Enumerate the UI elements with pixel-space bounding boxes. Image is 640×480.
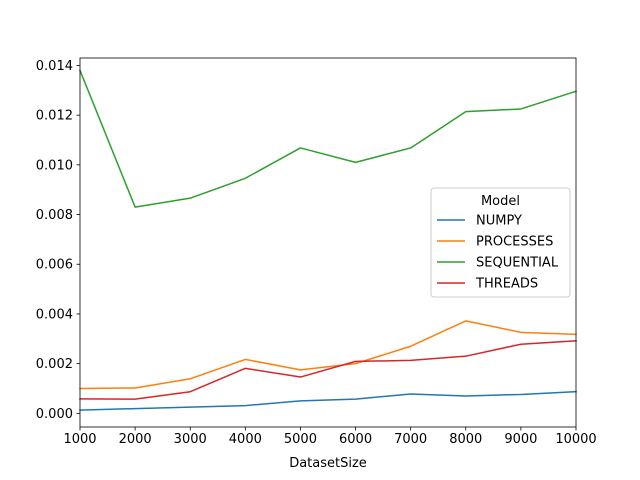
series-line-threads [79, 339, 577, 400]
y-tick-label: 0.008 [36, 208, 73, 223]
legend-label-sequential: SEQUENTIAL [476, 256, 559, 271]
y-tick-label: 0.014 [36, 59, 73, 74]
legend-label-threads: THREADS [475, 277, 538, 292]
x-tick-label: 4000 [229, 432, 262, 447]
x-tick-label: 10000 [555, 432, 596, 447]
x-axis: 1000 2000 3000 4000 5000 6000 7000 8000 9000 1000… [63, 427, 597, 447]
series-line-processes [79, 320, 577, 390]
x-tick-label: 2000 [119, 432, 152, 447]
x-tick-label: 7000 [394, 432, 427, 447]
legend-title: Model [481, 194, 520, 209]
y-tick-label: 0.010 [36, 158, 73, 173]
legend-box [430, 187, 571, 298]
y-tick-label: 0.002 [36, 357, 73, 372]
legend-label-numpy: NUMPY [476, 214, 522, 229]
y-tick-label: 0.004 [36, 307, 73, 322]
x-tick-label: 1000 [63, 432, 96, 447]
series-layer [79, 69, 577, 411]
plot-frame [79, 57, 577, 428]
x-tick-label: 3000 [174, 432, 207, 447]
x-tick-label: 5000 [284, 432, 317, 447]
x-tick-label: 9000 [504, 432, 537, 447]
y-tick-label: 0.012 [36, 109, 73, 124]
y-tick-label: 0.000 [36, 407, 73, 422]
x-tick-label: 6000 [339, 432, 372, 447]
legend: Model NUMPY PROCESSES SEQUENTIAL THREADS [430, 187, 571, 298]
y-axis: 0.000 0.002 0.004 0.006 0.008 0.010 0.012 0.014 [36, 59, 80, 422]
series-line-numpy [79, 390, 577, 411]
series-line-sequential [79, 69, 577, 208]
x-tick-label: 8000 [449, 432, 482, 447]
legend-label-processes: PROCESSES [476, 235, 553, 250]
y-tick-label: 0.006 [36, 258, 73, 273]
x-axis-label: DatasetSize [289, 456, 367, 471]
